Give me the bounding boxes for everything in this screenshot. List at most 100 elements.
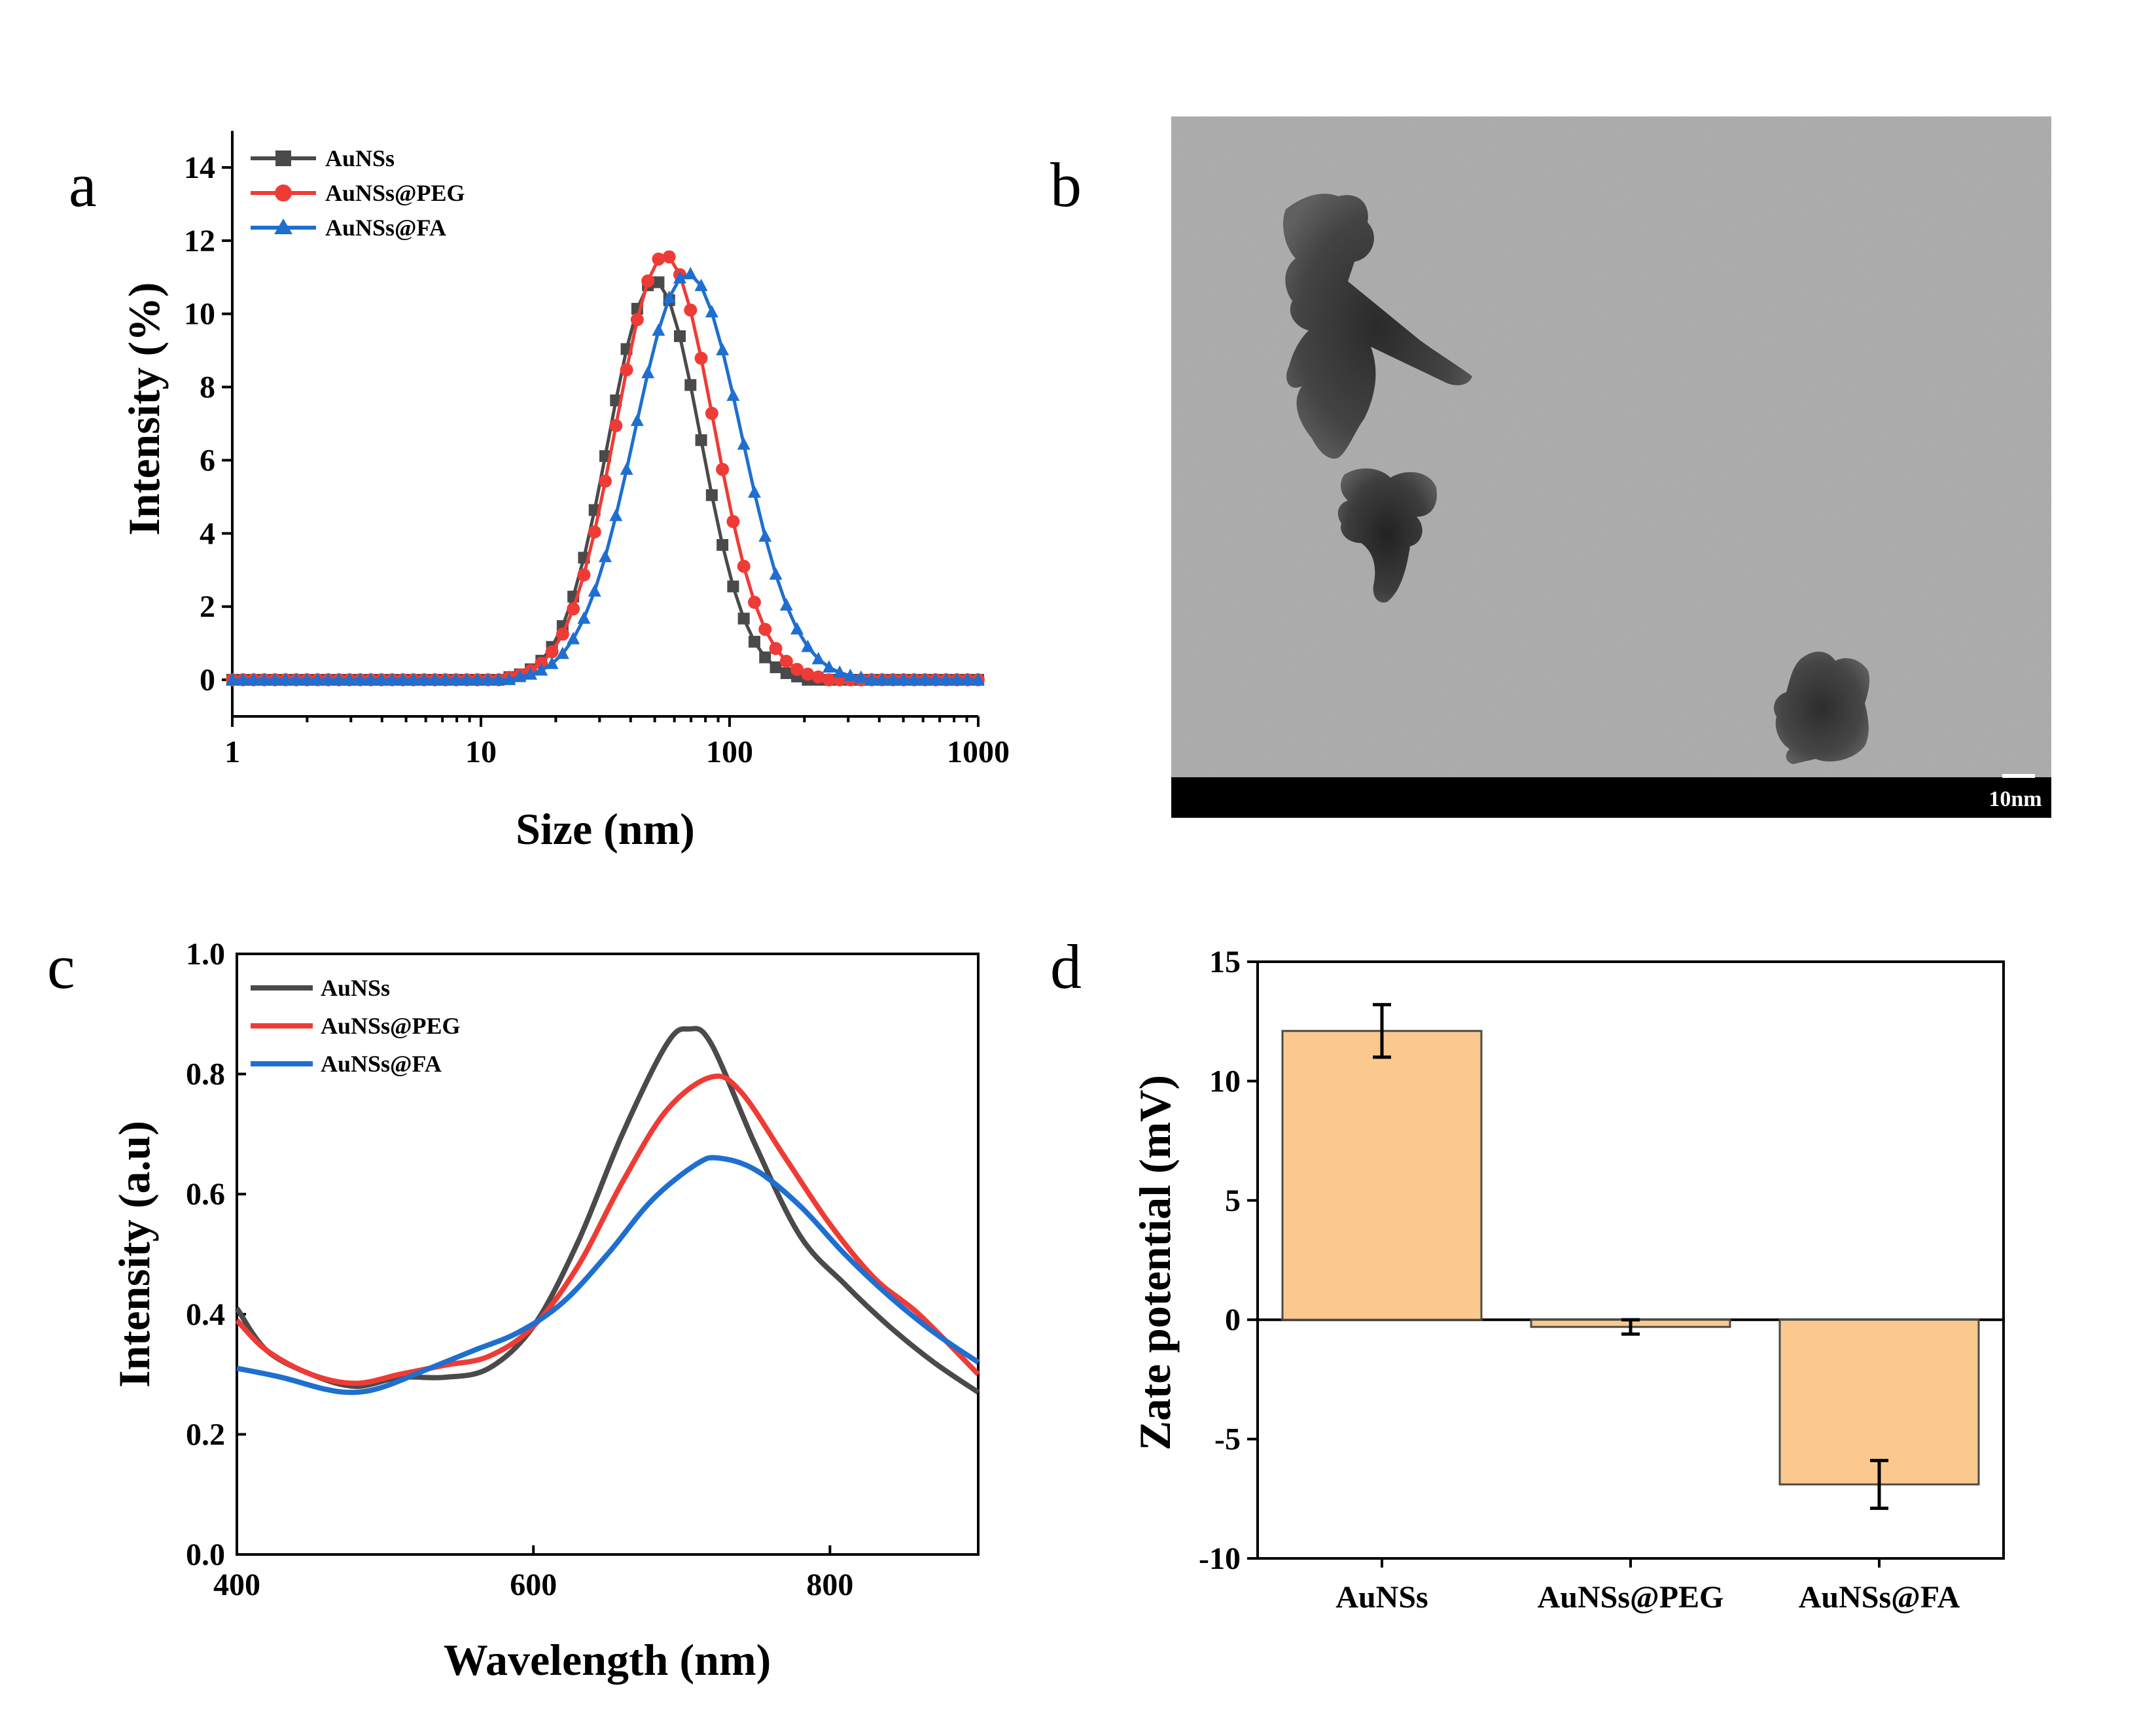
panel-a-point-aunss-fa	[279, 673, 292, 686]
panel-a-y-tick-label: 6	[200, 443, 215, 478]
panel-a-point-aunss-fa	[364, 673, 378, 686]
panel-c-x-tick-label: 800	[806, 1568, 853, 1602]
panel-a-point-aunss-fa	[758, 529, 772, 542]
panel-a-point-aunss-fa	[843, 668, 857, 681]
panel-a-point-aunss-fa	[673, 271, 686, 284]
panel-a-point-aunss	[749, 635, 760, 648]
panel-a-point-aunss-fa	[875, 673, 889, 686]
panel-a-point-aunss-fa	[460, 673, 474, 686]
panel-a-point-aunss	[780, 667, 792, 679]
panel-a-legend-marker-fa	[274, 219, 292, 234]
panel-a-point-aunss-fa	[311, 673, 325, 686]
panel-d-bar-aunss	[1281, 1030, 1483, 1321]
tem-particle-cluster-1	[1282, 194, 1472, 459]
panel-a-point-aunss-fa	[406, 673, 420, 686]
panel-c-series-line-aunss	[234, 1026, 980, 1395]
panel-d-y-tick-label: 5	[1225, 1184, 1241, 1218]
panel-c-legend-label-peg: AuNSs@PEG	[321, 1013, 461, 1039]
panel-a-point-aunss-fa	[854, 670, 868, 683]
panel-a-point-aunss-fa	[385, 673, 399, 686]
panel-c-series-line-aunss-peg	[235, 1073, 980, 1386]
panel-a-point-aunss-peg	[748, 595, 761, 609]
panel-a-point-aunss-fa	[450, 673, 463, 686]
panel-a-point-aunss-fa	[503, 673, 516, 686]
panel-a-point-aunss-peg	[822, 673, 836, 687]
panel-a-y-tick-label: 10	[184, 297, 215, 332]
panel-a-point-aunss	[716, 538, 729, 551]
panel-b: b 10nm	[1050, 116, 2051, 818]
panel-a-point-aunss-fa	[599, 550, 612, 563]
panel-c-legend-label-fa: AuNSs@FA	[321, 1051, 442, 1077]
panel-c-y-tick-label: 0.4	[186, 1297, 225, 1332]
panel-a-legend-label-fa: AuNSs@FA	[325, 215, 446, 241]
panel-a-legend-label-peg: AuNSs@PEG	[325, 180, 465, 206]
panel-a-point-aunss-fa	[257, 673, 271, 686]
panel-c-y-axis-title: Intensity (a.u)	[109, 1121, 159, 1388]
panel-a-point-aunss-fa	[897, 673, 910, 686]
panel-a-point-aunss	[759, 651, 771, 663]
panel-c-letter: c	[47, 932, 75, 1002]
panel-a-point-aunss-fa	[620, 462, 633, 475]
panel-a-point-aunss-peg	[716, 463, 730, 476]
panel-a-point-aunss-peg	[684, 303, 698, 317]
panel-a-x-axis-title: Size (nm)	[516, 804, 695, 854]
panel-a-point-aunss-fa	[268, 673, 282, 686]
panel-a: a 1 10 100 1000 0 2 4 6 8 10 12 14 Size (nm) Intens…	[69, 131, 1010, 854]
panel-a-point-aunss-fa	[226, 673, 239, 686]
panel-a-point-aunss-fa	[822, 660, 836, 673]
panel-a-point-aunss-fa	[652, 323, 665, 336]
panel-a-point-aunss-fa	[567, 631, 580, 644]
panel-a-point-aunss-fa	[321, 673, 335, 686]
panel-a-point-aunss-peg	[567, 602, 580, 616]
panel-d-x-tick-label: AuNSs@PEG	[1538, 1580, 1724, 1615]
panel-a-point-aunss	[737, 612, 750, 625]
panel-a-point-aunss-peg	[641, 274, 655, 288]
panel-a-point-aunss-peg	[556, 627, 569, 641]
panel-d-x-tick-label: AuNSs@FA	[1799, 1580, 1960, 1615]
panel-a-y-tick-label: 0	[200, 663, 215, 697]
panel-a-point-aunss-fa	[577, 611, 591, 624]
panel-c-x-axis-title: Wavelength (nm)	[444, 1635, 771, 1685]
panel-a-x-tick-label: 10	[465, 735, 497, 769]
panel-a-y-tick-label: 8	[200, 370, 215, 405]
panel-a-point-aunss-fa	[343, 673, 357, 686]
panel-a-point-aunss-fa	[332, 673, 345, 686]
panel-a-point-aunss-fa	[790, 622, 804, 635]
panel-a-point-aunss-peg	[652, 252, 665, 266]
panel-a-point-aunss-fa	[748, 485, 761, 498]
panel-a-point-aunss	[652, 276, 665, 289]
panel-a-point-aunss-fa	[694, 278, 708, 291]
panel-c-y-tick-label: 1.0	[186, 937, 225, 972]
tem-scale-bar-label: 10nm	[1988, 787, 2041, 811]
panel-c-series-line-aunss-fa	[236, 1155, 980, 1395]
panel-a-point-aunss-fa	[972, 673, 985, 686]
panel-a-point-aunss-fa	[470, 673, 484, 686]
panel-a-point-aunss-fa	[833, 665, 847, 678]
panel-a-point-aunss-fa	[779, 598, 793, 611]
panel-a-point-aunss-fa	[588, 584, 601, 597]
panel-a-y-axis-title: Intensity (%)	[119, 282, 169, 535]
panel-c-plot-frame	[236, 953, 980, 1556]
panel-a-point-aunss	[684, 379, 697, 391]
panel-a-point-aunss-fa	[950, 673, 964, 686]
panel-a-legend-marker-peg	[275, 184, 292, 202]
panel-a-x-tick-label: 1000	[947, 735, 1010, 769]
panel-a-point-aunss-fa	[684, 266, 698, 279]
panel-a-point-aunss	[727, 580, 739, 593]
panel-a-series-line-aunss-peg	[232, 254, 978, 682]
panel-d-y-tick-label: -10	[1199, 1541, 1241, 1576]
panel-a-point-aunss-fa	[737, 437, 751, 450]
panel-a-point-aunss-fa	[300, 673, 313, 686]
panel-a-point-aunss-fa	[801, 639, 815, 652]
panel-a-point-aunss-fa	[811, 652, 825, 665]
panel-c-legend-label-auns: AuNSs	[321, 975, 390, 1001]
panel-a-point-aunss	[705, 489, 718, 501]
panel-a-point-aunss-fa	[630, 413, 644, 427]
panel-a-point-aunss-peg	[790, 663, 804, 676]
panel-a-y-tick-label: 4	[200, 516, 215, 551]
tem-particle-2	[1337, 468, 1437, 603]
panel-a-point-aunss-fa	[545, 656, 559, 669]
panel-b-letter: b	[1050, 150, 1082, 220]
panel-a-point-aunss-fa	[289, 673, 303, 686]
